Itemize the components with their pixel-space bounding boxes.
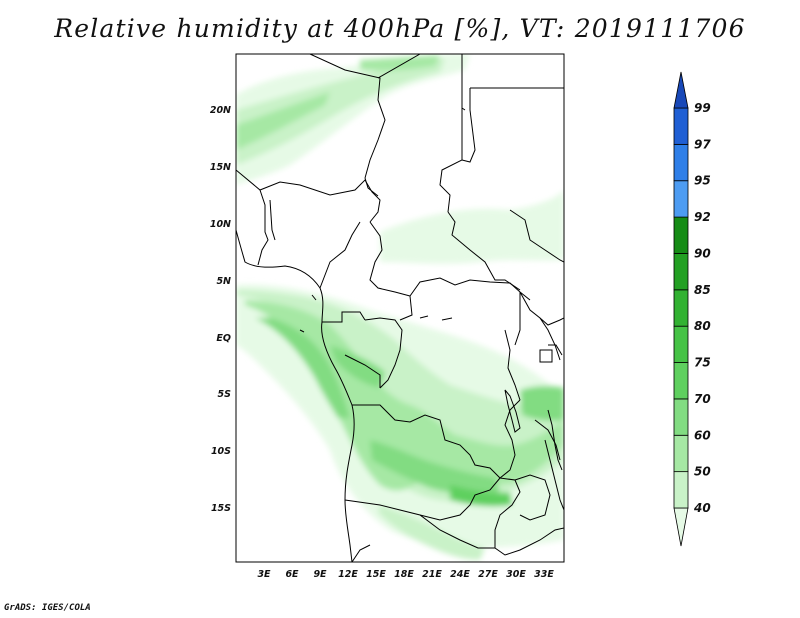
colorbar-label: 92	[694, 210, 711, 224]
lat-label: EQ	[216, 333, 231, 344]
colorbar-label: 75	[694, 356, 711, 370]
colorbar-segment	[673, 216, 689, 254]
lon-label: 9E	[313, 569, 327, 580]
lat-label: 10N	[210, 219, 231, 230]
colorbar-label: 60	[694, 428, 711, 442]
colorbar-label: 95	[694, 174, 711, 188]
colorbar-label: 50	[694, 465, 711, 479]
map-title: Relative humidity at 400hPa [%], VT: 201…	[54, 14, 746, 43]
map-frame	[235, 53, 565, 563]
colorbar: 40 50 60 70 75 80 85 90 92 95 97 99	[673, 71, 711, 547]
lon-label: 3E	[257, 569, 271, 580]
latitude-labels: 20N 15N 10N 5N EQ 5S 10S 15S	[210, 105, 231, 514]
colorbar-segment	[673, 362, 689, 400]
colorbar-segment	[673, 107, 689, 145]
colorbar-segment	[673, 253, 689, 291]
colorbar-segment	[673, 434, 689, 473]
colorbar-label: 85	[694, 283, 711, 297]
colorbar-segment	[673, 180, 689, 218]
lon-label: 33E	[534, 569, 554, 580]
lon-label: 27E	[478, 569, 498, 580]
colorbar-label: 97	[694, 137, 711, 151]
colorbar-segment	[673, 289, 689, 327]
lon-label: 30E	[506, 569, 526, 580]
colorbar-segment	[673, 325, 689, 363]
grads-credit: GrADS: IGES/COLA	[4, 603, 91, 613]
lon-label: 12E	[338, 569, 358, 580]
lat-label: 10S	[211, 446, 231, 457]
colorbar-segment	[673, 471, 689, 509]
lat-label: 20N	[210, 105, 231, 116]
colorbar-label: 90	[694, 246, 711, 260]
lon-label: 24E	[450, 569, 470, 580]
colorbar-label: 70	[694, 392, 711, 406]
colorbar-arrow-low	[673, 507, 689, 547]
country-borders	[236, 54, 564, 562]
humidity-field	[236, 54, 564, 560]
colorbar-label: 40	[693, 501, 711, 515]
lat-label: 15S	[211, 503, 231, 514]
lon-label: 21E	[422, 569, 442, 580]
lat-label: 5N	[216, 276, 231, 287]
lon-label: 15E	[366, 569, 386, 580]
lat-label: 5S	[218, 389, 232, 400]
colorbar-segment	[673, 143, 689, 182]
lon-label: 18E	[394, 569, 414, 580]
colorbar-arrow-high	[673, 71, 689, 109]
longitude-labels: 3E 6E 9E 12E 15E 18E 21E 24E 27E 30E 33E	[257, 569, 554, 580]
colorbar-segment	[673, 398, 689, 436]
colorbar-label: 99	[694, 101, 711, 115]
lat-label: 15N	[210, 162, 231, 173]
colorbar-label: 80	[694, 319, 711, 333]
lon-label: 6E	[285, 569, 299, 580]
